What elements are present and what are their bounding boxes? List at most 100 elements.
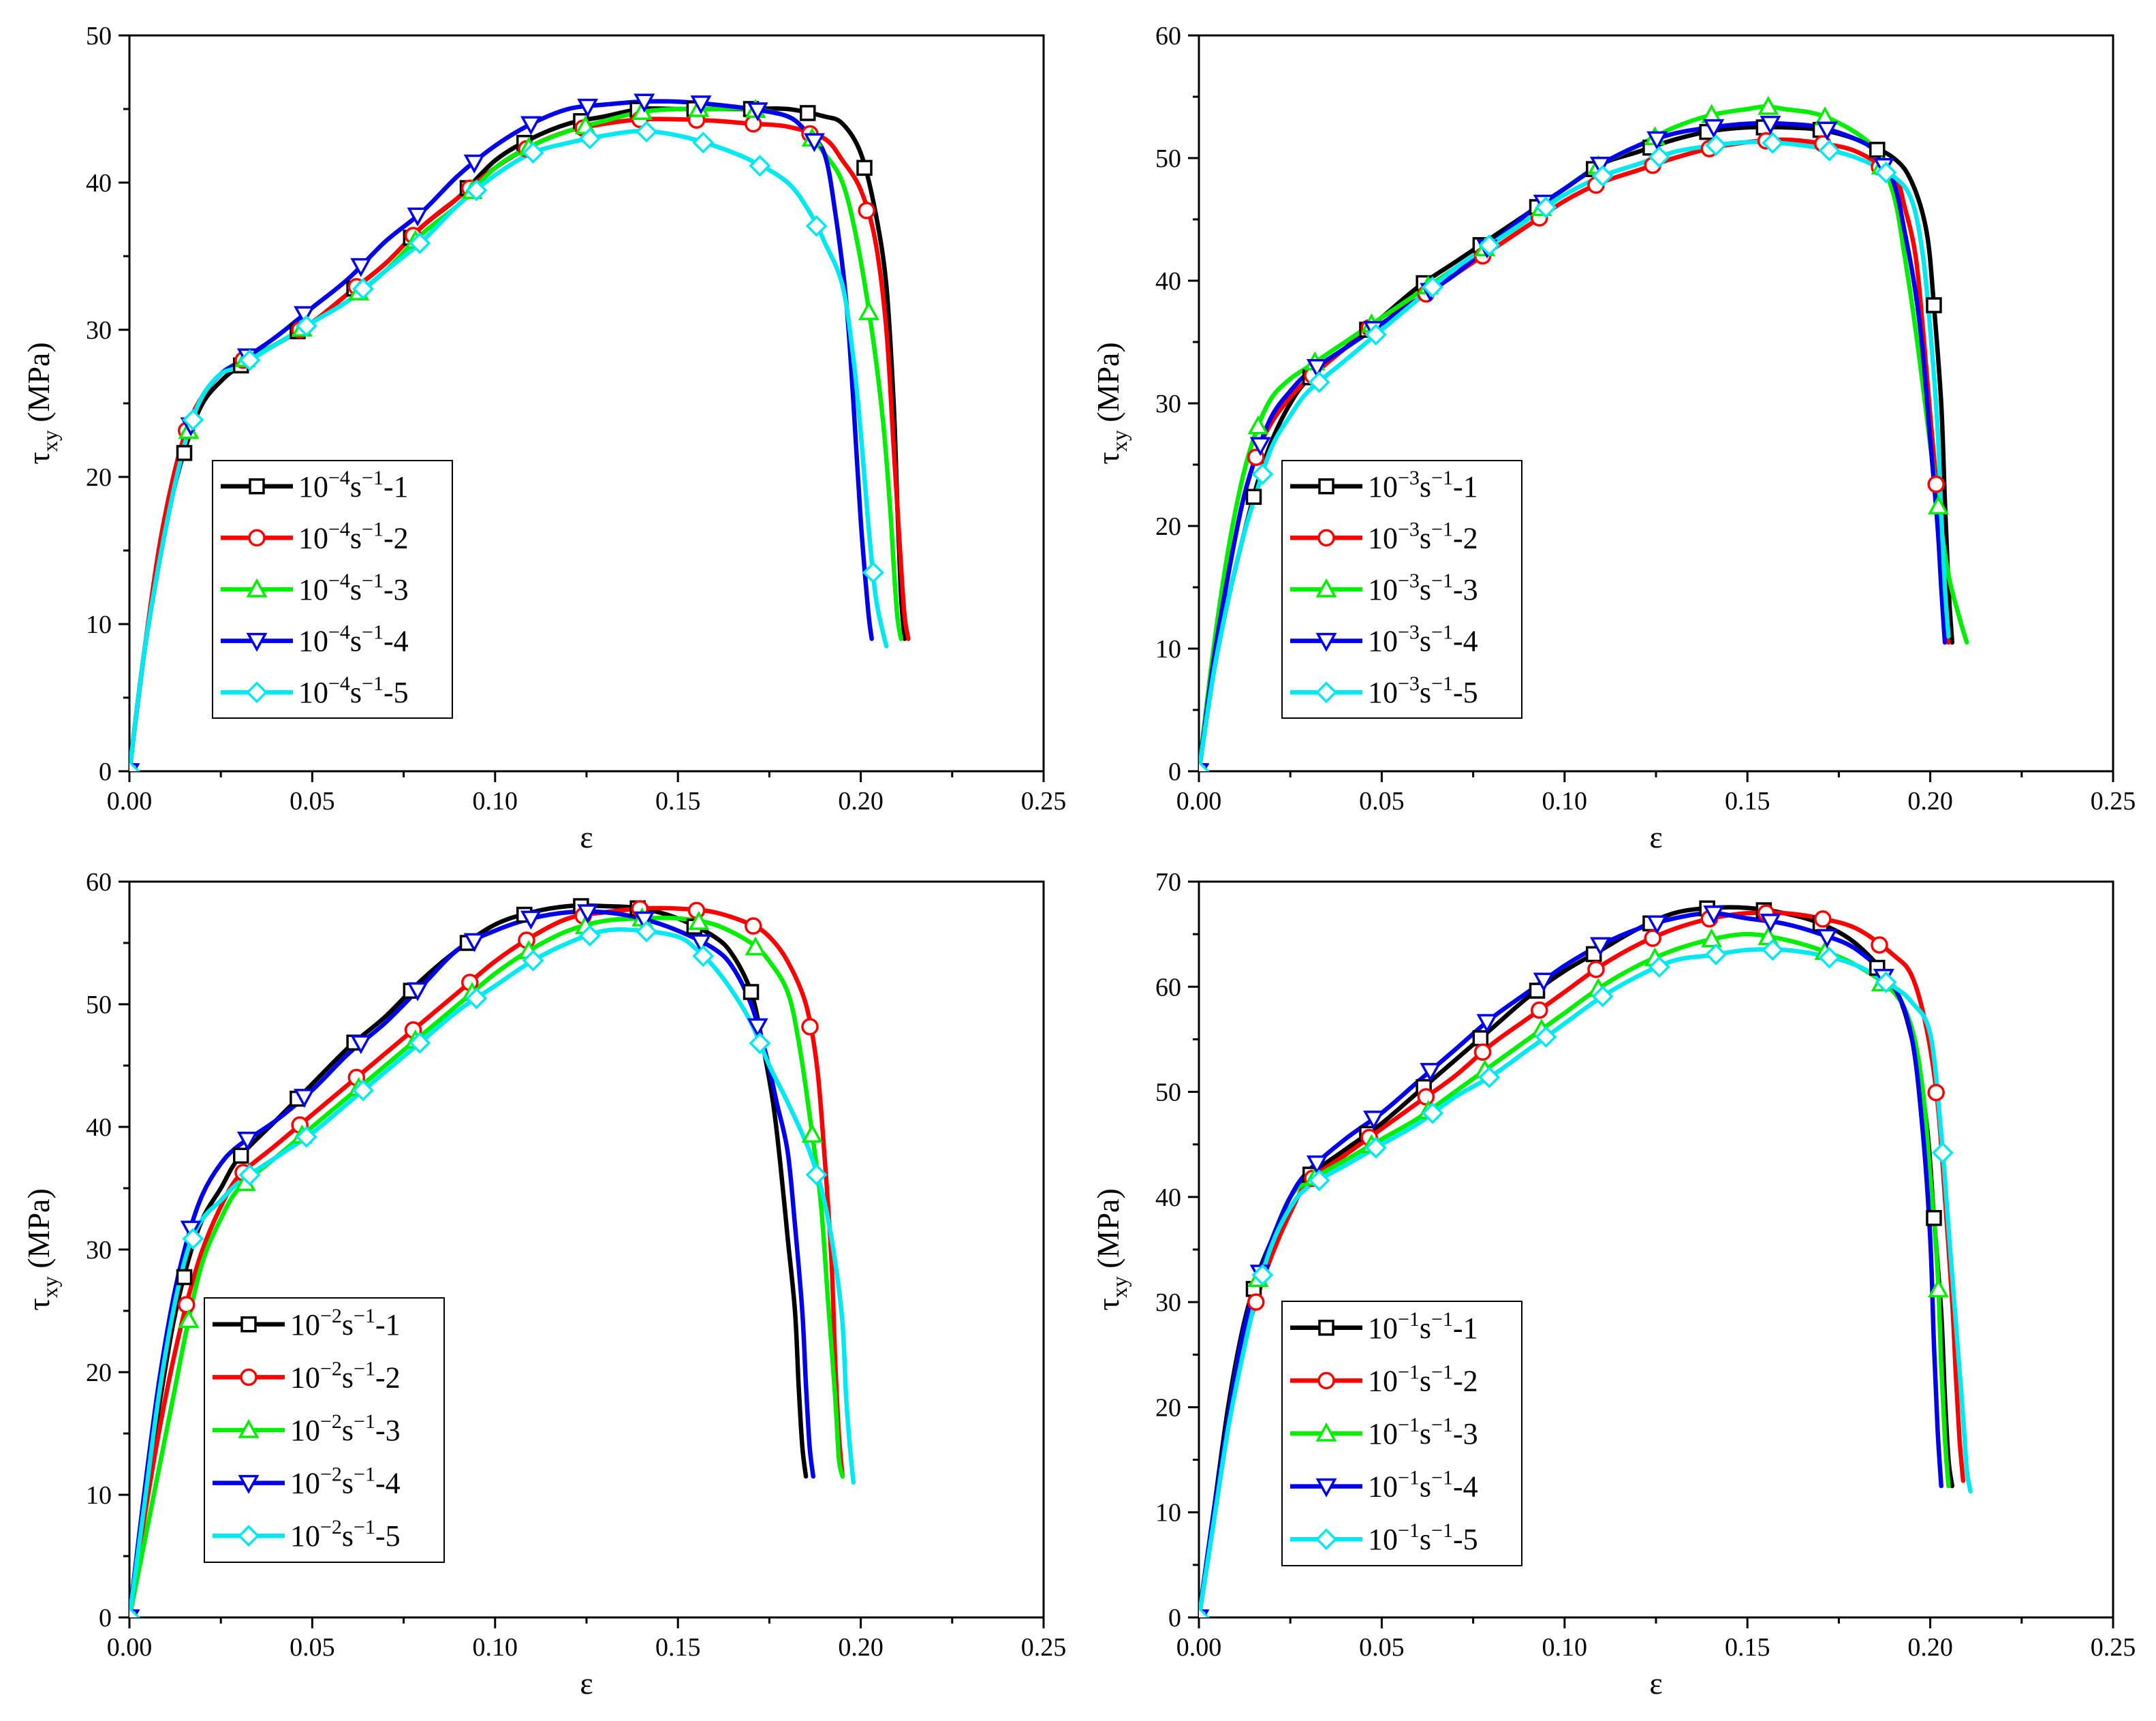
y-axis-unit: (MPa) — [21, 342, 56, 430]
chart-panel-bottom-left: 0.00 0.05 0.10 0.15 0.20 0.25 0 10 20 30 40 50 60 ε τx… — [21, 868, 1066, 1701]
y-tick-label: 40 — [1155, 1183, 1181, 1212]
plot-area — [1199, 900, 1973, 1617]
y-tick-label: 20 — [1155, 1393, 1181, 1422]
legend-swatch-marker — [240, 1368, 257, 1386]
y-tick-label: 50 — [1155, 1079, 1181, 1107]
data-point-marker — [176, 445, 193, 461]
legend-unit: s — [342, 1519, 354, 1553]
legend-entry: 10−1s−1-2 — [1290, 1361, 1478, 1397]
data-point-marker — [803, 133, 825, 153]
data-point-marker — [1249, 437, 1271, 456]
legend-unit: s — [350, 521, 362, 555]
data-point-marker — [743, 984, 760, 1000]
data-point-marker — [520, 116, 542, 136]
x-tick-label: 0.00 — [1176, 1633, 1222, 1662]
legend-swatch-marker — [246, 632, 268, 652]
y-axis-symbol: τ — [21, 452, 56, 465]
chart-panel-top-left: 0.00 0.05 0.10 0.15 0.20 0.25 0 10 20 30 40 50 ε τxy … — [21, 22, 1066, 854]
data-point-marker — [1816, 929, 1838, 948]
legend-suffix: -2 — [1453, 1364, 1478, 1397]
legend-exp1: −2 — [320, 1463, 342, 1486]
x-tick-label: 0.10 — [473, 787, 518, 816]
legend-base: 10 — [290, 1467, 320, 1500]
data-point-marker — [409, 1032, 431, 1054]
data-point-marker — [465, 987, 488, 1010]
data-point-marker — [1308, 1169, 1330, 1192]
legend-unit: s — [1420, 1417, 1431, 1451]
legend-entry: 10−3s−1-3 — [1290, 570, 1478, 606]
legend-unit: s — [1420, 1364, 1431, 1397]
data-point-marker — [862, 561, 884, 584]
plot-area — [129, 898, 856, 1617]
data-point-marker — [1591, 985, 1614, 1008]
data-point-marker — [577, 904, 599, 924]
data-point-marker — [578, 127, 601, 150]
data-point-marker — [1478, 234, 1501, 257]
y-axis-subscript: xy — [37, 430, 62, 452]
data-point-marker — [1476, 1014, 1498, 1034]
legend-swatch-marker — [238, 1474, 260, 1494]
data-point-marker — [690, 934, 712, 954]
legend-swatch-marker — [246, 681, 268, 704]
data-point-marker — [1247, 1293, 1265, 1311]
legend-unit: s — [1420, 470, 1431, 503]
data-point-marker — [1589, 937, 1611, 957]
x-tick-label: 0.10 — [473, 1633, 518, 1662]
data-point-marker — [636, 121, 658, 143]
legend-label: 10−1s−1-3 — [1368, 1414, 1478, 1451]
x-tick-label: 0.15 — [1725, 1633, 1770, 1662]
legend-exp1: −3 — [1398, 467, 1420, 489]
legend-base: 10 — [1368, 676, 1398, 709]
data-point-marker — [1871, 936, 1888, 954]
data-point-marker — [578, 925, 601, 947]
data-point-marker — [1760, 115, 1781, 135]
legend-label: 10−2s−1-4 — [290, 1463, 401, 1500]
y-axis-symbol: τ — [1091, 1298, 1125, 1311]
data-point-marker — [129, 760, 140, 771]
data-point-marker — [1531, 1001, 1548, 1019]
data-point-marker — [1875, 161, 1897, 184]
x-tick-label: 0.05 — [1359, 1633, 1405, 1662]
data-point-marker — [1247, 415, 1269, 435]
legend-suffix: -4 — [384, 625, 409, 658]
legend-label: 10−1s−1-5 — [1368, 1519, 1478, 1556]
data-point-marker — [1869, 142, 1886, 158]
data-point-marker — [749, 1032, 771, 1055]
legend-exp1: −1 — [1398, 1308, 1420, 1331]
data-point-marker — [1648, 956, 1670, 978]
legend-suffix: -3 — [1453, 1417, 1478, 1451]
legend-suffix: -3 — [1453, 573, 1478, 606]
legend-exp2: −1 — [354, 1463, 375, 1486]
data-point-marker — [182, 409, 204, 431]
y-axis-title: τxy (MPa) — [1091, 342, 1131, 465]
legend-exp2: −1 — [1431, 570, 1453, 592]
data-point-marker — [238, 1164, 261, 1186]
legend-swatch-marker — [238, 1525, 260, 1547]
data-point-marker — [1591, 165, 1614, 187]
legend-base: 10 — [290, 1361, 320, 1394]
y-axis-symbol: τ — [21, 1298, 56, 1311]
data-point-marker — [463, 933, 485, 952]
legend-swatch-marker — [246, 578, 268, 598]
y-tick-label: 40 — [86, 169, 112, 198]
x-axis-title: ε — [1649, 1666, 1662, 1701]
x-tick-label: 0.05 — [290, 787, 335, 816]
data-point-marker — [800, 105, 816, 121]
legend-suffix: -4 — [375, 1467, 401, 1500]
legend-label: 10−4s−1-2 — [298, 518, 409, 555]
data-point-marker — [407, 982, 428, 1002]
legend-exp1: −3 — [1398, 621, 1420, 644]
legend-suffix: -1 — [384, 470, 409, 503]
legend-exp2: −1 — [1431, 621, 1453, 644]
y-tick-label: 50 — [1155, 144, 1181, 173]
data-point-marker — [577, 98, 599, 118]
data-point-marker — [177, 1296, 196, 1314]
y-tick-label: 60 — [1155, 22, 1181, 50]
legend-base: 10 — [1368, 573, 1398, 606]
y-axis-subscript: xy — [1107, 1276, 1131, 1298]
legend-unit: s — [1420, 573, 1431, 606]
x-tick-label: 0.20 — [1907, 1633, 1953, 1662]
legend-label: 10−3s−1-1 — [1368, 467, 1478, 503]
